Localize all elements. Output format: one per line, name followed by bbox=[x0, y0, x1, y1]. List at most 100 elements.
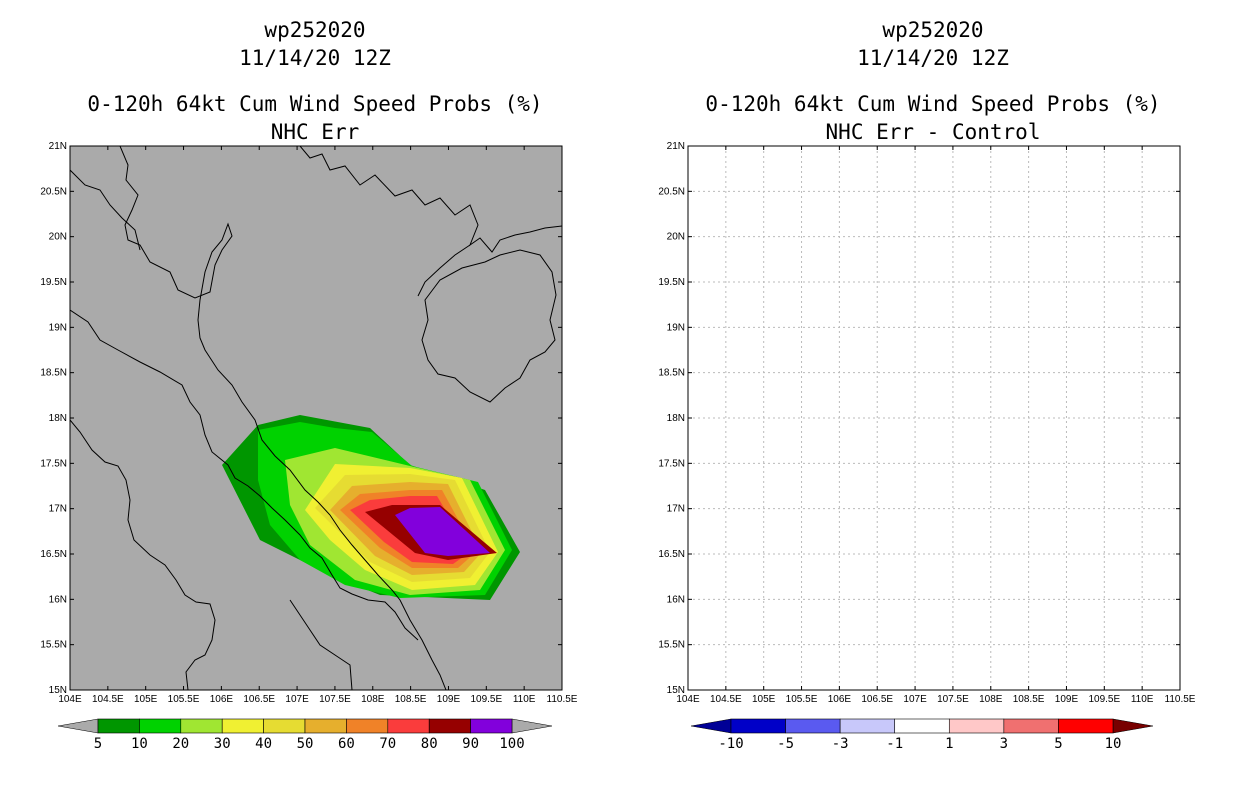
right-lon-label: 107.5E bbox=[937, 694, 969, 705]
right-cbar-swatch bbox=[785, 718, 841, 734]
left-title-product: 0-120h 64kt Cum Wind Speed Probs (%) bbox=[87, 92, 543, 116]
left-cbar-label: 50 bbox=[297, 736, 314, 752]
right-axis-ticks: 104E 104.5E 105E 105.5E 106E 106.5E 107E 107.5E… bbox=[658, 141, 1195, 705]
right-grid-lines bbox=[688, 146, 1180, 690]
left-cbar-label: 80 bbox=[421, 736, 438, 752]
right-cbar-label: -1 bbox=[886, 736, 903, 752]
right-cbar-label: 5 bbox=[1054, 736, 1062, 752]
left-lat-label: 17N bbox=[49, 504, 67, 515]
right-lon-label: 110E bbox=[1131, 694, 1154, 705]
right-map: 104E 104.5E 105E 105.5E 106E 106.5E 107E 107.5E… bbox=[658, 141, 1195, 705]
right-cbar-swatch bbox=[839, 718, 896, 734]
left-lat-label: 19N bbox=[49, 322, 67, 333]
left-lon-label: 106E bbox=[210, 694, 234, 705]
left-lon-label: 104E bbox=[58, 694, 82, 705]
right-colorbar: -10 -5 -3 -1 1 3 5 10 bbox=[690, 718, 1154, 752]
left-cbar-swatch bbox=[180, 718, 223, 734]
right-cbar-left-arrow bbox=[690, 718, 732, 734]
left-lon-label: 109.5E bbox=[470, 694, 502, 705]
left-cbar-label: 5 bbox=[94, 736, 102, 752]
left-cbar-swatch bbox=[387, 718, 430, 734]
right-cbar-right-arrow bbox=[1112, 718, 1154, 734]
left-lon-label: 108.5E bbox=[395, 694, 427, 705]
left-lat-label: 18.5N bbox=[40, 368, 67, 379]
left-cbar-swatch bbox=[221, 718, 264, 734]
left-lon-label: 110.5E bbox=[547, 694, 578, 705]
left-title-storm: wp252020 bbox=[264, 18, 366, 42]
left-map: 104E 104.5E 105E 105.5E 106E 106.5E 107E 107.5E… bbox=[40, 141, 577, 705]
right-lon-label: 109E bbox=[1055, 694, 1079, 705]
right-cbar-swatch bbox=[730, 718, 786, 734]
right-lat-label: 18N bbox=[667, 413, 685, 424]
right-lat-label: 15N bbox=[667, 685, 685, 696]
left-lon-label: 109E bbox=[437, 694, 461, 705]
right-lon-label: 110.5E bbox=[1165, 694, 1196, 705]
right-title-storm: wp252020 bbox=[882, 18, 984, 42]
left-lat-label: 21N bbox=[49, 141, 67, 152]
right-cbar-swatch bbox=[1003, 718, 1059, 734]
right-title-date: 11/14/20 12Z bbox=[857, 46, 1009, 70]
left-cbar-label: 100 bbox=[499, 736, 524, 752]
right-lat-label: 20.5N bbox=[658, 186, 685, 197]
right-lat-label: 20N bbox=[667, 232, 685, 243]
right-title-subtitle: NHC Err - Control bbox=[825, 120, 1041, 144]
left-cbar-label: 30 bbox=[214, 736, 231, 752]
left-cbar-label: 60 bbox=[338, 736, 355, 752]
right-title-product: 0-120h 64kt Cum Wind Speed Probs (%) bbox=[705, 92, 1161, 116]
left-lon-label: 105.5E bbox=[168, 694, 200, 705]
right-lon-label: 106E bbox=[828, 694, 852, 705]
left-lat-label: 15.5N bbox=[40, 640, 67, 651]
right-lon-label: 109.5E bbox=[1088, 694, 1120, 705]
left-cbar-swatch bbox=[428, 718, 471, 734]
right-cbar-label: 10 bbox=[1105, 736, 1122, 752]
right-cbar-swatch bbox=[894, 718, 950, 734]
right-lon-label: 104.5E bbox=[710, 694, 742, 705]
left-title-subtitle: NHC Err bbox=[270, 120, 360, 144]
contour-90 bbox=[395, 507, 490, 556]
right-lat-label: 18.5N bbox=[658, 368, 685, 379]
right-lon-label: 107E bbox=[903, 694, 927, 705]
right-lat-label: 19.5N bbox=[658, 277, 685, 288]
right-cbar-swatch bbox=[948, 718, 1005, 734]
left-cbar-label: 70 bbox=[379, 736, 396, 752]
left-lat-label: 17.5N bbox=[40, 458, 67, 469]
left-cbar-swatch bbox=[346, 718, 389, 734]
left-lat-label: 16.5N bbox=[40, 549, 67, 560]
right-lat-label: 15.5N bbox=[658, 640, 685, 651]
left-cbar-swatch bbox=[304, 718, 347, 734]
left-lon-label: 107.5E bbox=[319, 694, 351, 705]
left-title-date: 11/14/20 12Z bbox=[239, 46, 391, 70]
left-lat-label: 20.5N bbox=[40, 186, 67, 197]
left-lon-label: 110E bbox=[513, 694, 536, 705]
right-lat-label: 17N bbox=[667, 504, 685, 515]
right-lon-label: 105E bbox=[752, 694, 776, 705]
left-lat-label: 19.5N bbox=[40, 277, 67, 288]
left-lon-label: 108E bbox=[361, 694, 385, 705]
right-lat-label: 16N bbox=[667, 594, 685, 605]
left-cbar-swatch bbox=[263, 718, 306, 734]
left-cbar-right-arrow bbox=[511, 718, 553, 734]
right-cbar-swatch bbox=[1058, 718, 1114, 734]
left-cbar-swatch bbox=[139, 718, 182, 734]
right-lon-label: 104E bbox=[676, 694, 700, 705]
right-cbar-label: 1 bbox=[945, 736, 953, 752]
left-lon-label: 104.5E bbox=[92, 694, 124, 705]
right-lat-label: 17.5N bbox=[658, 458, 685, 469]
right-cbar-label: -5 bbox=[777, 736, 794, 752]
right-lon-label: 108E bbox=[979, 694, 1003, 705]
left-cbar-swatch bbox=[470, 718, 513, 734]
left-cbar-label: 40 bbox=[255, 736, 272, 752]
right-lat-label: 19N bbox=[667, 322, 685, 333]
left-lat-label: 15N bbox=[49, 685, 67, 696]
left-cbar-left-arrow bbox=[57, 718, 99, 734]
right-lon-label: 106.5E bbox=[861, 694, 893, 705]
right-cbar-label: 3 bbox=[1000, 736, 1008, 752]
right-lon-label: 105.5E bbox=[786, 694, 818, 705]
left-lon-label: 106.5E bbox=[243, 694, 275, 705]
left-lon-label: 107E bbox=[285, 694, 309, 705]
left-cbar-label: 90 bbox=[462, 736, 479, 752]
wind-prob-contours bbox=[222, 415, 520, 600]
left-lat-label: 20N bbox=[49, 232, 67, 243]
left-axis-ticks: 104E 104.5E 105E 105.5E 106E 106.5E 107E 107.5E… bbox=[40, 141, 577, 705]
left-lon-label: 105E bbox=[134, 694, 158, 705]
